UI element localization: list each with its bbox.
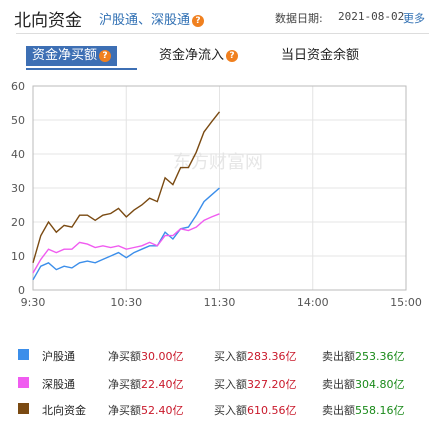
tab-daily-balance[interactable]: 当日资金余额	[281, 46, 359, 66]
sell-label: 卖出额	[322, 404, 355, 417]
buy-value: 283.36亿	[247, 350, 297, 363]
help-icon[interactable]: ?	[192, 14, 205, 27]
tab-label: 资金净流入	[159, 48, 225, 63]
legend-name: 北向资金	[42, 404, 86, 417]
help-icon[interactable]: ?	[99, 49, 112, 62]
sell-value: 304.80亿	[355, 378, 405, 391]
buy-label: 买入额	[214, 404, 247, 417]
legend-sell: 卖出额558.16亿	[322, 402, 405, 418]
subtitle: 沪股通、深股通?	[99, 9, 205, 28]
tab-net-inflow[interactable]: 资金净流入?	[159, 46, 239, 66]
line-chart: 东方财富网 0 10 20 30 40 50 60 9:30 10:30 11:30 14:00 15…	[11, 80, 422, 309]
help-icon[interactable]: ?	[226, 49, 239, 62]
legend-swatch	[18, 349, 29, 360]
header-divider	[16, 33, 429, 34]
x-tick-label: 11:30	[204, 296, 236, 309]
legend-row-north: 北向资金 净买额52.40亿 买入额610.56亿 卖出额558.16亿	[0, 398, 442, 418]
net-label: 净买额	[108, 378, 141, 391]
y-tick-label: 40	[11, 148, 25, 161]
header: 北向资金 沪股通、深股通? 数据日期: 2021-08-02 更多	[0, 0, 442, 34]
legend-swatch	[18, 377, 29, 388]
plot-frame	[32, 85, 407, 291]
y-tick-label: 10	[11, 250, 25, 263]
legend-row-sh: 沪股通 净买额30.00亿 买入额283.36亿 卖出额253.36亿	[0, 344, 442, 364]
buy-value: 327.20亿	[247, 378, 297, 391]
legend-net: 净买额30.00亿	[108, 348, 184, 364]
y-tick-label: 20	[11, 216, 25, 229]
legend-sell: 卖出额304.80亿	[322, 376, 405, 392]
tab-bar: 资金净买额? 资金净流入? 当日资金余额	[0, 46, 442, 68]
series-line-sz	[32, 213, 220, 274]
legend-buy: 买入额327.20亿	[214, 376, 297, 392]
page-title: 北向资金	[14, 11, 82, 31]
x-tick-label: 14:00	[297, 296, 329, 309]
legend-buy: 买入额283.36亿	[214, 348, 297, 364]
net-value: 22.40亿	[141, 378, 184, 391]
buy-label: 买入额	[214, 350, 247, 363]
legend-swatch	[18, 403, 29, 414]
y-tick-label: 30	[11, 182, 25, 195]
buy-value: 610.56亿	[247, 404, 297, 417]
tab-net-buy[interactable]: 资金净买额?	[26, 46, 118, 66]
y-tick-label: 60	[11, 80, 25, 93]
subtitle-text: 沪股通、深股通	[99, 13, 191, 28]
series-line-sh	[32, 187, 220, 281]
x-tick-label: 9:30	[21, 296, 46, 309]
legend-net: 净买额52.40亿	[108, 402, 184, 418]
sell-label: 卖出额	[322, 378, 355, 391]
tab-underline	[26, 68, 137, 70]
sell-label: 卖出额	[322, 350, 355, 363]
series-line-north	[32, 111, 221, 263]
net-value: 52.40亿	[141, 404, 184, 417]
legend-buy: 买入额610.56亿	[214, 402, 297, 418]
date-value: 2021-08-02	[338, 10, 405, 23]
legend-net: 净买额22.40亿	[108, 376, 184, 392]
more-link[interactable]: 更多	[403, 12, 425, 25]
net-value: 30.00亿	[141, 350, 184, 363]
net-label: 净买额	[108, 350, 141, 363]
x-tick-label: 10:30	[110, 296, 142, 309]
net-label: 净买额	[108, 404, 141, 417]
legend-name: 沪股通	[42, 350, 75, 363]
sell-value: 558.16亿	[355, 404, 405, 417]
legend-sell: 卖出额253.36亿	[322, 348, 405, 364]
watermark: 东方财富网	[173, 152, 263, 173]
legend-row-sz: 深股通 净买额22.40亿 买入额327.20亿 卖出额304.80亿	[0, 372, 442, 392]
y-tick-label: 0	[18, 284, 25, 297]
buy-label: 买入额	[214, 378, 247, 391]
date-label: 数据日期:	[275, 12, 323, 25]
tab-label: 当日资金余额	[281, 48, 360, 63]
legend-name: 深股通	[42, 378, 75, 391]
sell-value: 253.36亿	[355, 350, 405, 363]
tab-label: 资金净买额	[32, 48, 98, 63]
y-tick-label: 50	[11, 114, 25, 127]
x-tick-label: 15:00	[390, 296, 422, 309]
